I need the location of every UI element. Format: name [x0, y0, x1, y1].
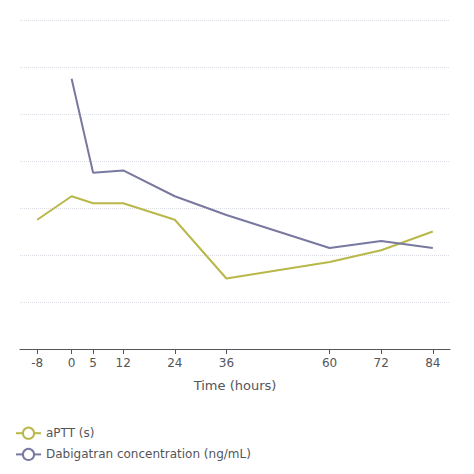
svg-text:0: 0	[68, 356, 76, 370]
svg-text:aPTT (s): aPTT (s)	[46, 426, 94, 440]
svg-text:Dabigatran concentration (ng/m: Dabigatran concentration (ng/mL)	[46, 447, 251, 461]
svg-text:72: 72	[374, 356, 389, 370]
svg-text:5: 5	[89, 356, 97, 370]
svg-text:36: 36	[219, 356, 234, 370]
svg-text:12: 12	[116, 356, 131, 370]
svg-text:-8: -8	[31, 356, 43, 370]
svg-text:60: 60	[322, 356, 337, 370]
svg-text:Time (hours): Time (hours)	[193, 378, 277, 393]
svg-text:24: 24	[167, 356, 182, 370]
svg-text:84: 84	[425, 356, 440, 370]
